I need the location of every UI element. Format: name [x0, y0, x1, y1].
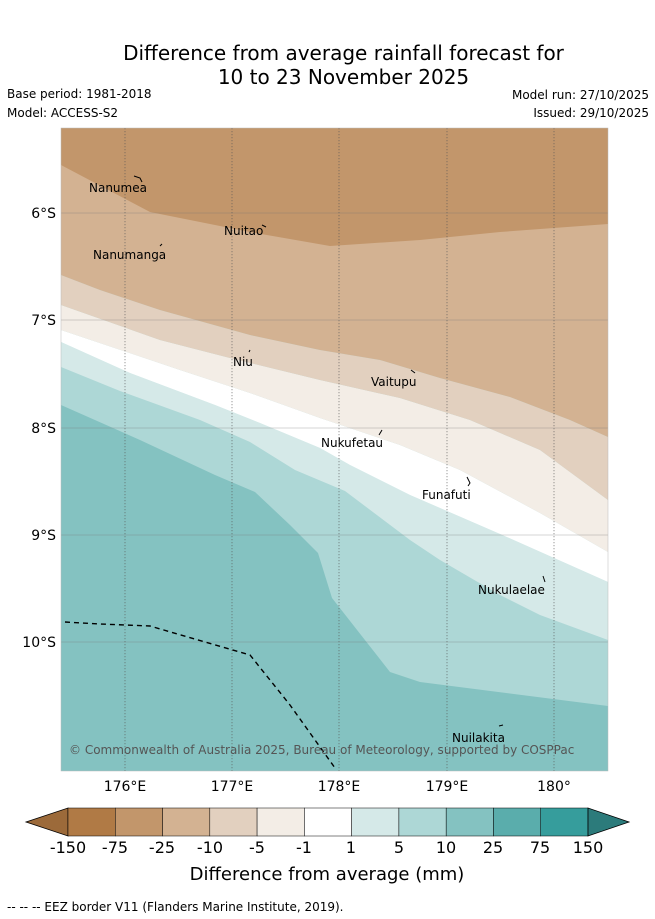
lon-tick-label: 176°E [104, 779, 147, 795]
colorbar-swatch [540, 807, 589, 837]
place-label-nukufetau: Nukufetau [321, 436, 383, 450]
lat-tick-label: 8°S [31, 421, 56, 437]
place-label-funafuti: Funafuti [422, 488, 471, 502]
colorbar-swatch [256, 807, 305, 837]
colorbar-tick-label: -25 [149, 838, 175, 857]
colorbar-ticks: -150 -75 -25 -10 -5 -1 1 5 10 25 75 150 [50, 838, 603, 857]
place-label-vaitupu: Vaitupu [371, 375, 417, 389]
contour-10-25 [61, 405, 608, 771]
eez-border [64, 621, 336, 769]
colorbar-tick-label: -10 [197, 838, 223, 857]
longitude-ticks: 176°E 177°E 178°E 179°E 180° [104, 779, 571, 795]
place-label-nuilakita: Nuilakita [452, 731, 505, 745]
colorbar-tick-label: -5 [249, 838, 265, 857]
colorbar-tick-label: -75 [102, 838, 128, 857]
title-line-2: 10 to 23 November 2025 [217, 65, 470, 89]
place-label-nukulaelae: Nukulaelae [478, 583, 545, 597]
contour-minus75-minus25 [61, 128, 608, 246]
lat-tick-label: 7°S [31, 313, 56, 329]
colorbar [24, 807, 631, 837]
contour-minus1-1 [61, 330, 608, 582]
colorbar-swatch [209, 807, 258, 837]
colorbar-label: Difference from average (mm) [190, 864, 465, 885]
colorbar-tick-label: 5 [394, 838, 404, 857]
latitude-ticks: 6°S 7°S 8°S 9°S 10°S [22, 206, 56, 651]
colorbar-swatch [445, 807, 494, 837]
islands [133, 175, 546, 727]
colorbar-tick-label: 10 [436, 838, 456, 857]
latitude-lines [61, 212, 608, 643]
place-label-nanumanga: Nanumanga [93, 248, 166, 262]
colorbar-swatch [493, 807, 541, 837]
lat-tick-label: 10°S [22, 635, 56, 651]
colorbar-swatch [351, 807, 400, 837]
place-labels: Nanumea Nuitao Nanumanga Niu Vaitupu Nuk… [89, 181, 545, 745]
colorbar-tick-label: -150 [50, 838, 86, 857]
map-title: Difference from average rainfall forecas… [0, 41, 655, 89]
lon-tick-label: 177°E [211, 779, 254, 795]
colorbar-tick-label: 150 [573, 838, 604, 857]
colorbar-tick-label: 1 [346, 838, 356, 857]
lon-tick-label: 179°E [426, 779, 469, 795]
place-label-nanumea: Nanumea [89, 181, 147, 195]
contour-minus10-minus5 [61, 275, 608, 500]
colorbar-swatch [304, 807, 352, 837]
graticule [124, 128, 555, 771]
rainfall-contours [61, 128, 608, 771]
lat-tick-label: 9°S [31, 528, 56, 544]
colorbar-tick-label: 25 [483, 838, 503, 857]
map-frame [60, 127, 609, 772]
colorbar-swatch [115, 807, 163, 837]
model-run: Model run: 27/10/2025 [511, 88, 649, 102]
colorbar-swatch [67, 807, 116, 837]
base-period: Base period: 1981-2018 [7, 87, 152, 101]
colorbar-swatch [162, 807, 211, 837]
colorbar-swatch [398, 807, 447, 837]
colorbar-tick-label: -1 [296, 838, 312, 857]
model-name: Model: ACCESS-S2 [7, 106, 119, 120]
place-label-nuitao: Nuitao [224, 224, 263, 238]
colorbar-extend-low [24, 807, 69, 837]
rainfall-map: Nanumea Nuitao Nanumanga Niu Vaitupu Nuk… [22, 127, 631, 885]
colorbar-tick-label: 75 [530, 838, 550, 857]
contour-1-5 [61, 342, 608, 640]
title-line-1: Difference from average rainfall forecas… [123, 41, 564, 65]
lat-tick-label: 6°S [31, 206, 56, 222]
place-label-niu: Niu [233, 355, 253, 369]
lon-tick-label: 180° [537, 779, 571, 795]
issued-date: Issued: 29/10/2025 [533, 106, 649, 120]
colorbar-extend-high [587, 807, 631, 837]
contour-minus5-minus1 [61, 305, 608, 552]
eez-legend-note: -- -- -- EEZ border V11 (Flanders Marine… [7, 900, 344, 914]
lon-tick-label: 178°E [318, 779, 361, 795]
copyright-notice: © Commonwealth of Australia 2025, Bureau… [69, 743, 574, 757]
